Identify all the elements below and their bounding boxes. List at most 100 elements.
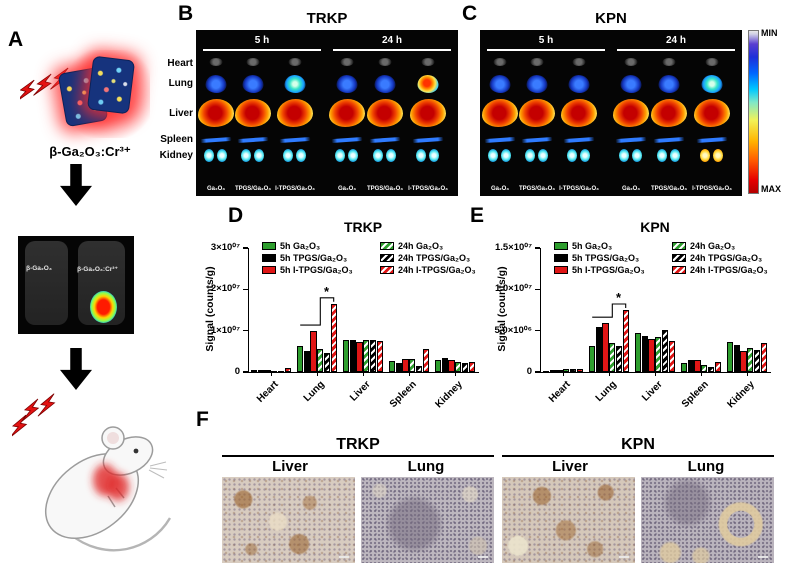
organ-row-label: Liver [169,108,193,119]
y-tick-label: 1.5×10⁰⁷ [494,242,532,253]
scale-bar [619,556,629,558]
y-tick-label: 3×10⁰⁷ [210,242,240,253]
bar-chart-kpn: KPN Signal (counts/g) 0 5.0×10⁰⁶ 1.0×10⁰⁷ 1.5… [482,203,782,410]
lung-image [489,75,511,93]
bar [468,361,475,372]
bar [251,370,258,373]
liver-image [367,99,403,127]
legend-swatch [672,242,686,250]
vial-left-label: β-Ga₂O₃ [26,265,52,273]
timepoint-label: 5 h [487,35,605,51]
panel-b-title: TRKP [306,10,348,27]
lung-image [568,75,590,93]
lung-image [526,75,548,93]
bar [297,346,304,372]
vial-right-label: β-Ga₂O₃:Cr³⁺ [77,266,118,274]
legend-label: 5h Ga₂O₃ [572,241,613,251]
bar [727,342,734,372]
bar [323,352,331,372]
organ-column-label: TPGS/Ga₂O₃ [366,186,404,192]
liver-image [235,99,271,127]
legend-swatch [262,242,276,250]
y-tick-label: 0 [234,366,240,377]
bar [701,364,708,372]
scale-bar [339,556,349,558]
bar [389,360,396,372]
legend-label: 24h TPGS/Ga₂O₃ [398,253,471,263]
bar [694,360,701,372]
bar [271,370,278,373]
legend-label: 5h I-TPGS/Ga₂O₃ [572,265,645,275]
legend-swatch [262,254,276,262]
spleen-image [521,136,553,144]
legend-swatch [380,266,394,274]
y-tick [243,329,248,332]
kidney-image [700,149,724,162]
legend-label: 5h TPGS/Ga₂O₃ [280,253,348,263]
heart-image [624,58,638,66]
bar [330,303,337,372]
bar [733,344,741,372]
panel-c-label: C [462,2,478,25]
organ-column: TPGS/Ga₂O₃ [363,30,407,196]
histology-organ-label: Lung [407,458,445,475]
legend-swatch [262,266,276,274]
bar [349,339,357,372]
scale-bar [758,556,768,558]
spleen-image [563,136,595,144]
kidney-image [204,149,228,162]
bar [641,336,649,372]
x-tick [363,372,365,376]
panel-a-label: A [8,28,24,51]
lung-image [701,75,723,93]
liver-image [410,99,446,127]
liver-image [694,99,730,127]
histology-image-kpn-lung [641,477,774,563]
organ-column-label: TPGS/Ga₂O₃ [234,186,272,192]
bar [356,342,363,372]
liver-image [482,99,518,127]
organ-row-label: Kidney [159,150,193,161]
heart-image [705,58,719,66]
panel-f-group-trkp: TRKP Liver Lung [222,436,494,563]
organ-column: I-TPGS/Ga₂O₃ [557,30,601,196]
bar [317,349,324,372]
y-tick [535,288,540,291]
bar [635,333,642,372]
panel-c-title: KPN [595,10,627,27]
legend-swatch [380,254,394,262]
bar [264,370,271,373]
x-tick [317,372,319,376]
vial-luminescence-image: β-Ga₂O₃ β-Ga₂O₃:Cr³⁺ [18,236,134,334]
x-tick [271,372,273,376]
y-tick [535,247,540,249]
bar [687,359,695,372]
lung-image [205,75,227,93]
crystal-graphic [57,50,150,138]
bar [461,362,469,372]
organ-column-label: I-TPGS/Ga₂O₃ [559,186,599,192]
panel-d-label: D [228,204,244,227]
legend-swatch [672,254,686,262]
bar [543,370,550,373]
heart-image [246,58,260,66]
colorbar-min-label: MIN [761,28,778,38]
bar [569,369,577,372]
legend-label: 5h I-TPGS/Ga₂O₃ [280,265,353,275]
y-tick [535,329,540,332]
legend-label: 24h I-TPGS/Ga₂O₃ [398,265,476,275]
histology-organ-label: Liver [552,458,588,475]
bar [655,337,662,372]
bar [589,345,596,372]
organ-column-label: Ga₂O₃ [621,186,641,192]
organ-column: TPGS/Ga₂O₃ [515,30,559,196]
x-tick [563,372,565,376]
bar [648,338,655,372]
panel-e-label: E [470,204,485,227]
y-tick [535,371,540,373]
timepoint-label: 24 h [333,35,451,51]
spleen-image [412,136,444,144]
bar [310,331,317,372]
x-tick [701,372,703,376]
intensity-colorbar [748,30,759,194]
